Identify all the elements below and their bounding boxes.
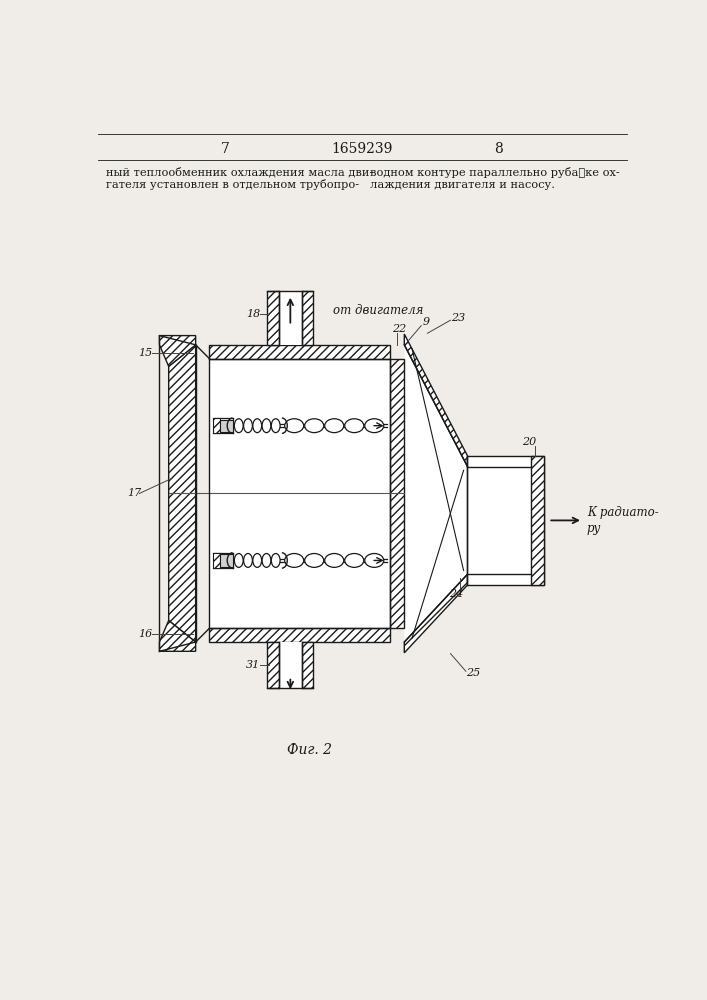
Bar — [209, 359, 390, 628]
Ellipse shape — [253, 419, 262, 433]
Polygon shape — [160, 620, 196, 651]
Ellipse shape — [305, 419, 324, 433]
Text: 8: 8 — [494, 142, 503, 156]
Text: 24: 24 — [449, 589, 463, 599]
Bar — [279, 291, 302, 345]
Polygon shape — [404, 574, 467, 653]
Text: ру: ру — [587, 522, 601, 535]
Text: 22: 22 — [392, 324, 406, 334]
Text: 20: 20 — [522, 437, 536, 447]
Bar — [209, 345, 390, 359]
Text: 31: 31 — [246, 660, 260, 670]
Ellipse shape — [234, 554, 243, 567]
Text: 7: 7 — [221, 142, 230, 156]
Bar — [302, 642, 313, 688]
Ellipse shape — [345, 554, 364, 567]
Bar — [219, 420, 233, 432]
Ellipse shape — [325, 554, 344, 567]
Text: 15: 15 — [139, 348, 153, 358]
Ellipse shape — [365, 419, 384, 433]
Bar — [267, 642, 279, 688]
Text: 9: 9 — [422, 317, 429, 327]
Text: 18: 18 — [246, 309, 260, 319]
Text: водном контуре параллельно руба䒊ке ох-: водном контуре параллельно руба䒊ке ох- — [370, 167, 619, 178]
Ellipse shape — [244, 419, 252, 433]
Bar — [530, 456, 544, 585]
Text: 16: 16 — [139, 629, 153, 639]
Ellipse shape — [345, 419, 364, 433]
Ellipse shape — [271, 419, 280, 433]
Ellipse shape — [285, 419, 304, 433]
Ellipse shape — [234, 419, 243, 433]
Bar — [214, 553, 219, 568]
Ellipse shape — [244, 554, 252, 567]
Ellipse shape — [325, 419, 344, 433]
Text: 17: 17 — [127, 488, 141, 498]
Bar — [209, 628, 390, 642]
Bar — [467, 456, 544, 585]
Ellipse shape — [285, 554, 304, 567]
Text: от двигателя: от двигателя — [333, 304, 423, 317]
Ellipse shape — [365, 554, 384, 567]
Text: лаждения двигателя и насосу.: лаждения двигателя и насосу. — [370, 180, 555, 190]
Polygon shape — [169, 345, 196, 642]
Text: ный теплообменник охлаждения масла дви-: ный теплообменник охлаждения масла дви- — [105, 167, 373, 178]
Ellipse shape — [262, 554, 271, 567]
Text: К радиато-: К радиато- — [587, 506, 658, 519]
Text: гателя установлен в отдельном трубопро-: гателя установлен в отдельном трубопро- — [105, 179, 358, 190]
Ellipse shape — [271, 554, 280, 567]
Polygon shape — [160, 336, 196, 366]
Bar — [279, 642, 302, 688]
Text: 1659239: 1659239 — [332, 142, 392, 156]
Text: Фиг. 2: Фиг. 2 — [287, 743, 332, 757]
Bar — [219, 554, 233, 567]
Bar — [214, 418, 219, 433]
Ellipse shape — [253, 554, 262, 567]
Polygon shape — [404, 334, 467, 466]
Bar — [302, 291, 313, 345]
Polygon shape — [404, 345, 467, 642]
Text: 25: 25 — [467, 668, 481, 678]
Ellipse shape — [262, 419, 271, 433]
Text: 23: 23 — [451, 313, 465, 323]
Ellipse shape — [305, 554, 324, 567]
Bar — [267, 291, 279, 345]
Bar — [390, 359, 404, 628]
